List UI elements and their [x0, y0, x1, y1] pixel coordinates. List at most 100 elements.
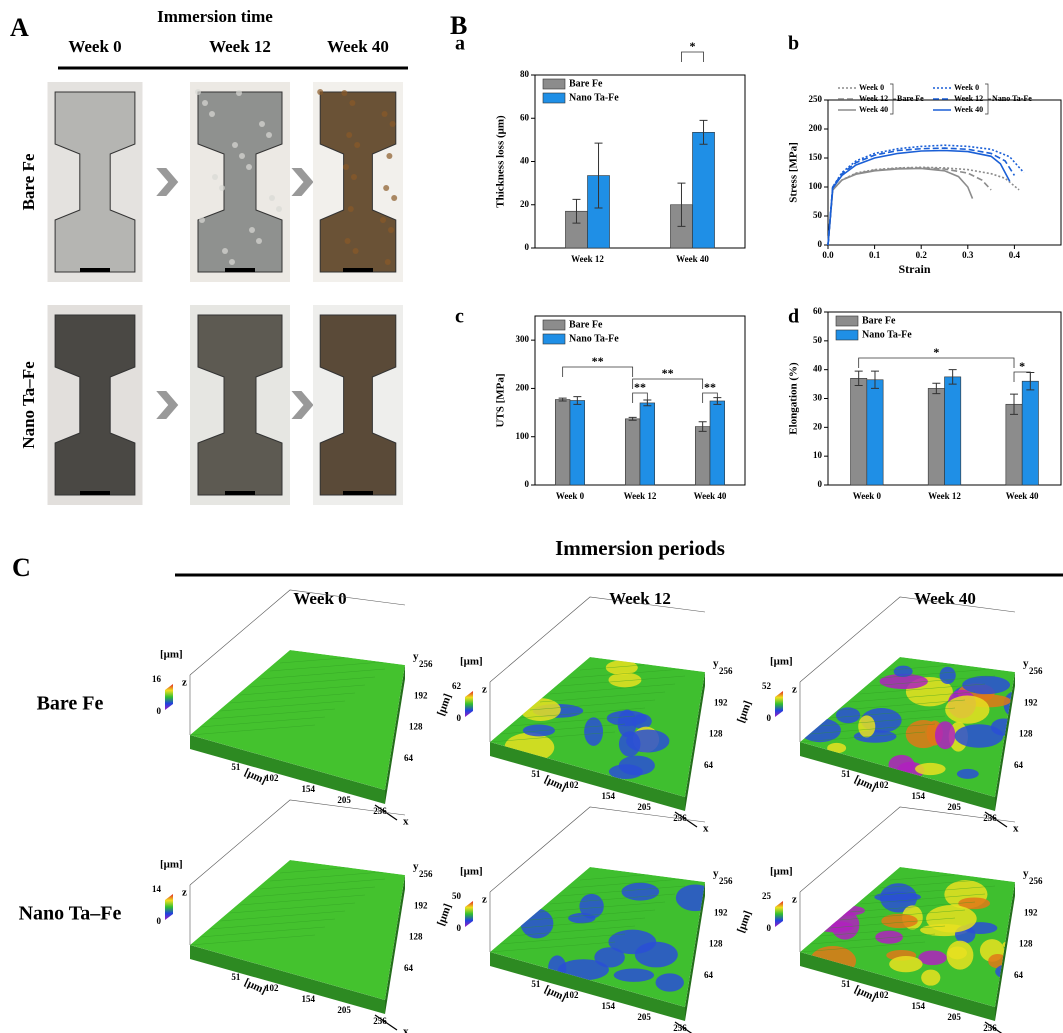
panel-a-header: Immersion time — [157, 7, 273, 26]
x-tick-label: 205 — [947, 802, 961, 812]
row-label: Nano Ta–Fe — [19, 903, 122, 925]
axis-name: x — [403, 816, 409, 828]
colorbar-max: 25 — [762, 891, 772, 901]
y-tick-label: 250 — [809, 94, 823, 104]
corrosion-spot — [246, 164, 252, 170]
unit-label: [μm] — [435, 692, 454, 717]
legend-group: Bare Fe — [897, 94, 924, 103]
corrosion-spot — [353, 248, 359, 254]
colorbar — [165, 684, 173, 710]
surface-patch — [619, 756, 655, 776]
x-tick-label: Week 12 — [928, 491, 961, 501]
significance-bracket — [681, 52, 703, 62]
significance-label: ** — [704, 380, 716, 394]
corrosion-spot — [256, 238, 262, 244]
surface — [799, 657, 1063, 797]
colorbar — [165, 894, 173, 920]
y-tick-label: 60 — [813, 306, 823, 316]
colorbar-max: 50 — [452, 891, 462, 901]
y-tick-label: 40 — [813, 364, 823, 374]
colorbar — [775, 691, 783, 717]
colorbar-min: 0 — [457, 713, 462, 723]
arrow — [156, 168, 178, 196]
unit-label: [μm] — [770, 656, 793, 668]
x-tick-label: Week 12 — [624, 491, 657, 501]
axis-name: x — [703, 823, 709, 835]
y-tick-label: 200 — [516, 382, 530, 392]
y-tick-label: 128 — [1019, 939, 1033, 949]
surface-patch — [656, 973, 684, 991]
legend-swatch — [836, 316, 858, 326]
surface-patch — [935, 721, 955, 749]
corrosion-spot — [383, 185, 389, 191]
y-tick-label: 0 — [525, 242, 530, 252]
bar — [928, 388, 944, 485]
legend-label: Week 12 — [954, 94, 983, 103]
arrow — [292, 168, 314, 196]
x-tick-label: 154 — [302, 784, 316, 794]
colorbar-max: 14 — [152, 884, 162, 894]
legend-brace — [890, 84, 896, 114]
bar — [1022, 381, 1038, 485]
corrosion-spot — [269, 195, 275, 201]
x-tick-label: 256 — [673, 1023, 687, 1033]
arrow — [292, 391, 314, 419]
y-tick-label: 128 — [709, 939, 723, 949]
unit-label: [μm] — [160, 859, 183, 871]
bar — [1006, 404, 1022, 485]
surface-patch — [881, 914, 917, 928]
significance-label: ** — [634, 380, 646, 394]
unit-label: [μm] — [160, 649, 183, 661]
y-tick-label: 256 — [719, 666, 733, 676]
legend-label: Week 0 — [954, 83, 979, 92]
line — [828, 151, 1010, 246]
surface-patch — [957, 769, 979, 779]
surface-patch — [584, 717, 603, 746]
y-tick-label: 256 — [719, 876, 733, 886]
y-tick-label: 20 — [520, 199, 530, 209]
corrosion-spot — [341, 90, 347, 96]
surface-patch — [1045, 708, 1063, 731]
surface-patch — [858, 715, 875, 737]
y-tick-label: 64 — [404, 963, 414, 973]
figure: A Immersion time B C Immersion periods W… — [0, 0, 1063, 1033]
x-tick-label: 0.2 — [916, 250, 928, 260]
chart-label: d — [788, 306, 799, 328]
y-tick-label: 200 — [809, 123, 823, 133]
colorbar — [775, 901, 783, 927]
axis-name: z — [792, 894, 797, 906]
surface-patch — [947, 941, 974, 970]
surface-patch — [918, 950, 946, 965]
corrosion-spot — [354, 142, 360, 148]
surface-patch — [889, 956, 922, 972]
y-tick-label: 192 — [414, 690, 428, 700]
x-tick-label: 0.0 — [822, 250, 834, 260]
line — [828, 148, 1014, 245]
corrosion-spot — [343, 164, 349, 170]
x-tick-label: Week 12 — [571, 254, 604, 264]
scale-bar — [80, 268, 110, 272]
corrosion-spot — [212, 174, 218, 180]
surface — [800, 867, 1063, 1007]
line — [828, 168, 991, 245]
corrosion-spot — [236, 90, 242, 96]
legend-label: Week 12 — [859, 94, 888, 103]
y-axis-label: UTS [MPa] — [495, 373, 507, 427]
y-tick-label: 64 — [404, 753, 414, 763]
page: A Immersion time B C Immersion periods W… — [0, 0, 1063, 1033]
corrosion-spot — [199, 217, 205, 223]
row-label: Bare Fe — [19, 153, 38, 210]
y-tick-label: 300 — [516, 334, 530, 344]
colorbar-max: 52 — [762, 681, 772, 691]
unit-label: [μm] — [735, 909, 754, 934]
bar — [945, 377, 961, 485]
surface — [490, 867, 737, 1007]
x-tick-label: 154 — [912, 1001, 926, 1011]
y-tick-label: 128 — [1019, 729, 1033, 739]
column-header: Week 40 — [327, 37, 389, 56]
y-tick-label: 50 — [813, 335, 823, 345]
y-tick-label: 150 — [809, 152, 823, 162]
surface-patch — [945, 695, 989, 723]
legend-swatch — [543, 320, 565, 330]
chart-label: c — [455, 306, 464, 328]
